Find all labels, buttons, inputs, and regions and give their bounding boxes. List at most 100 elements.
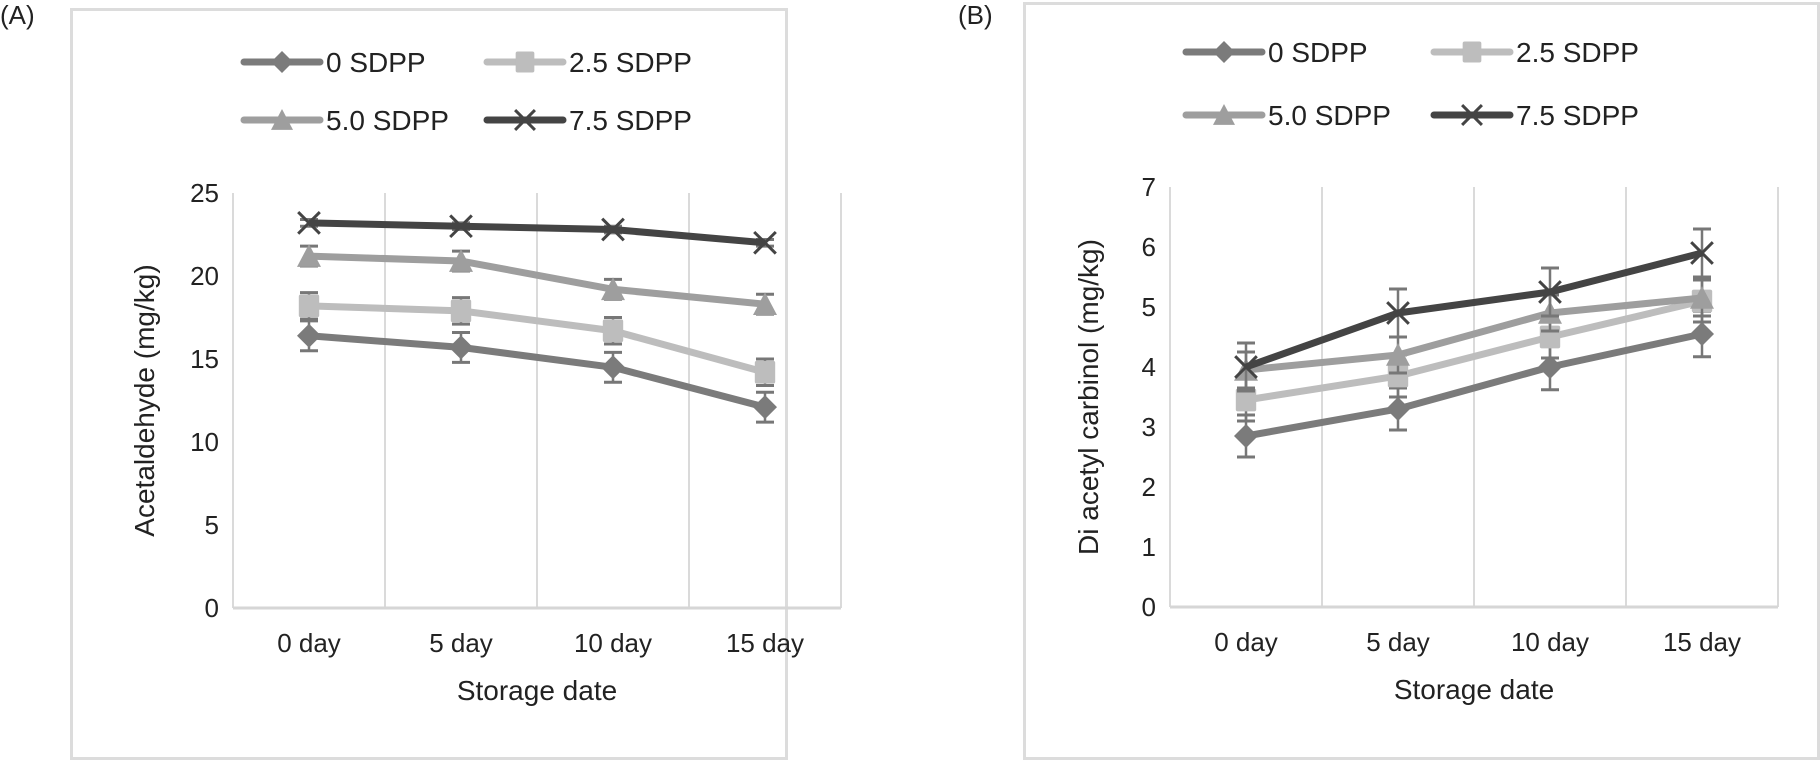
x-tick-label: 15 day xyxy=(726,628,804,658)
series-line xyxy=(308,252,766,308)
x-marker-stroke xyxy=(297,211,321,235)
series-line xyxy=(1245,294,1703,374)
y-tick-label: 5 xyxy=(1142,292,1156,322)
legend-marker-diamond xyxy=(1213,41,1235,63)
x-marker-stroke xyxy=(1538,280,1562,304)
panel-a-label: (A) xyxy=(0,0,35,30)
y-tick-label: 2 xyxy=(1142,472,1156,502)
legend-label: 0 SDPP xyxy=(1268,37,1368,68)
data-point-square xyxy=(298,294,320,318)
x-marker-stroke xyxy=(449,214,473,239)
legend-marker-x xyxy=(514,109,536,131)
y-tick-label: 10 xyxy=(190,427,219,457)
data-point-square xyxy=(1235,388,1257,412)
x-marker-stroke xyxy=(1234,355,1258,379)
data-point-diamond xyxy=(1690,322,1714,346)
data-point-x xyxy=(1386,301,1410,325)
data-point-triangle xyxy=(1690,286,1714,309)
data-point-triangle xyxy=(1386,343,1410,366)
data-point-square xyxy=(1387,364,1409,388)
series-line xyxy=(1244,249,1703,371)
chart-b: 0 1 2 3 4 5 6 7 0 day 5 day 10 day 15 day Storage da… xyxy=(1073,37,1779,705)
data-point-x xyxy=(297,211,321,235)
series-5-0-sdpp xyxy=(297,244,777,316)
data-point-triangle xyxy=(297,244,321,267)
legend-marker-diamond xyxy=(271,51,293,73)
data-point-square xyxy=(754,360,776,384)
legend-label: 5.0 SDPP xyxy=(326,105,449,136)
panel-b-frame xyxy=(1023,2,1820,760)
legend-item: 0 SDPP xyxy=(240,47,426,78)
x-tick-label: 10 day xyxy=(574,628,652,658)
data-point-diamond xyxy=(753,395,777,420)
data-point-diamond xyxy=(1234,424,1258,448)
data-point-diamond xyxy=(1386,397,1410,421)
legend-item: 5.0 SDPP xyxy=(240,105,449,136)
x-marker-stroke xyxy=(1690,241,1714,265)
legend-label: 0 SDPP xyxy=(326,47,426,78)
series-line xyxy=(308,219,766,247)
legend-marker-x xyxy=(1461,104,1483,126)
y-tick-label: 6 xyxy=(1142,232,1156,262)
legend-item: 2.5 SDPP xyxy=(483,47,692,78)
data-point-x xyxy=(753,230,777,255)
series-7-5-sdpp xyxy=(297,211,777,255)
x-marker-stroke xyxy=(601,217,625,242)
y-axis-title: Acetaldehyde (mg/kg) xyxy=(129,264,160,536)
series-line xyxy=(1245,297,1703,404)
legend-label: 5.0 SDPP xyxy=(1268,100,1391,131)
legend-label: 7.5 SDPP xyxy=(569,105,692,136)
y-tick-label: 7 xyxy=(1142,172,1156,202)
y-tick-label: 3 xyxy=(1142,412,1156,442)
y-tick-label: 5 xyxy=(205,510,219,540)
legend-marker-square xyxy=(1462,41,1482,63)
legend-item: 2.5 SDPP xyxy=(1430,37,1639,68)
x-tick-label: 5 day xyxy=(1366,627,1430,657)
series-0-sdpp xyxy=(1234,309,1714,459)
legend-item: 7.5 SDPP xyxy=(483,105,692,136)
data-point-x xyxy=(1234,355,1258,379)
data-point-diamond xyxy=(601,355,625,380)
series-line xyxy=(308,332,766,411)
data-point-diamond xyxy=(449,335,473,360)
data-point-x xyxy=(601,217,625,242)
y-tick-label: 1 xyxy=(1142,532,1156,562)
y-tick-label: 20 xyxy=(190,261,219,291)
x-axis-title: Storage date xyxy=(457,675,617,706)
legend-marker-triangle xyxy=(271,109,293,130)
y-tick-label: 4 xyxy=(1142,352,1156,382)
x-marker-stroke xyxy=(753,230,777,255)
data-point-x xyxy=(1538,280,1562,304)
x-tick-label: 0 day xyxy=(277,628,341,658)
data-point-x xyxy=(1690,241,1714,265)
series-7-5-sdpp xyxy=(1234,227,1714,393)
data-point-square xyxy=(450,299,472,323)
data-point-triangle xyxy=(601,277,625,301)
x-marker-stroke xyxy=(1386,301,1410,325)
legend-item: 5.0 SDPP xyxy=(1182,100,1391,131)
series-0-sdpp xyxy=(297,319,777,424)
x-axis-title: Storage date xyxy=(1394,674,1554,705)
legend-label: 7.5 SDPP xyxy=(1516,100,1639,131)
data-point-triangle xyxy=(753,292,777,316)
x-tick-label: 10 day xyxy=(1511,627,1589,657)
legend-marker-triangle xyxy=(1213,104,1235,125)
panel-a-frame xyxy=(70,8,788,760)
legend-label: 2.5 SDPP xyxy=(569,47,692,78)
y-tick-label: 0 xyxy=(205,593,219,623)
data-point-diamond xyxy=(297,323,321,348)
y-axis-title: Di acetyl carbinol (mg/kg) xyxy=(1073,239,1104,555)
y-tick-label: 0 xyxy=(1142,592,1156,622)
data-point-triangle xyxy=(449,249,473,272)
series-line xyxy=(1245,330,1703,440)
y-tick-label: 15 xyxy=(190,344,219,374)
data-point-square xyxy=(602,319,624,343)
x-marker-stroke xyxy=(1461,104,1483,126)
x-marker-stroke xyxy=(514,109,536,131)
data-point-x xyxy=(449,214,473,239)
y-tick-label: 25 xyxy=(190,178,219,208)
data-point-diamond xyxy=(1538,355,1562,379)
x-tick-label: 0 day xyxy=(1214,627,1278,657)
legend-item: 0 SDPP xyxy=(1182,37,1368,68)
